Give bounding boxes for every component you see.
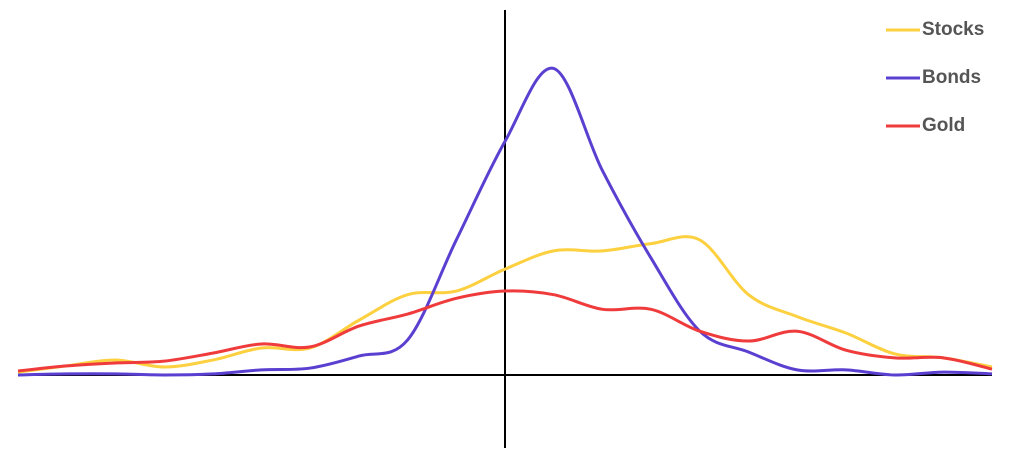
series-line (17, 66, 993, 377)
legend-label: Stocks (922, 19, 984, 40)
series-line (17, 235, 993, 374)
series-line (17, 289, 993, 373)
legend-label: Bonds (922, 67, 981, 88)
legend-label: Gold (922, 115, 965, 136)
